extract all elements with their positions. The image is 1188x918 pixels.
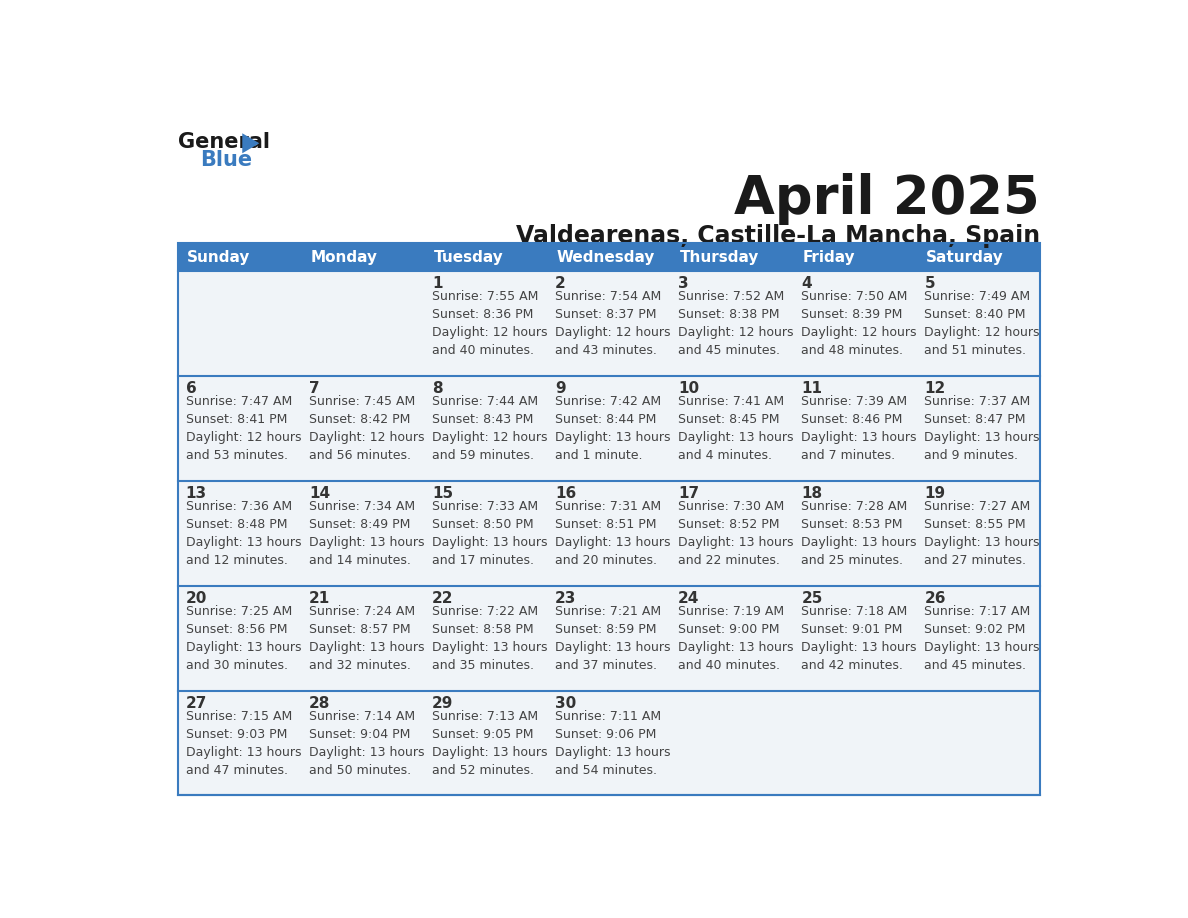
Text: 24: 24 — [678, 591, 700, 606]
Bar — [917, 243, 1040, 271]
Text: 5: 5 — [924, 276, 935, 292]
Text: 28: 28 — [309, 696, 330, 711]
Text: 14: 14 — [309, 487, 330, 501]
Text: Sunrise: 7:21 AM
Sunset: 8:59 PM
Daylight: 13 hours
and 37 minutes.: Sunrise: 7:21 AM Sunset: 8:59 PM Dayligh… — [555, 605, 670, 672]
Text: Sunrise: 7:54 AM
Sunset: 8:37 PM
Daylight: 12 hours
and 43 minutes.: Sunrise: 7:54 AM Sunset: 8:37 PM Dayligh… — [555, 290, 670, 357]
Text: Sunrise: 7:31 AM
Sunset: 8:51 PM
Daylight: 13 hours
and 20 minutes.: Sunrise: 7:31 AM Sunset: 8:51 PM Dayligh… — [555, 500, 670, 567]
Text: 13: 13 — [185, 487, 207, 501]
Text: 30: 30 — [555, 696, 576, 711]
Text: Sunrise: 7:34 AM
Sunset: 8:49 PM
Daylight: 13 hours
and 14 minutes.: Sunrise: 7:34 AM Sunset: 8:49 PM Dayligh… — [309, 500, 424, 567]
Text: 29: 29 — [432, 696, 454, 711]
Text: Sunrise: 7:25 AM
Sunset: 8:56 PM
Daylight: 13 hours
and 30 minutes.: Sunrise: 7:25 AM Sunset: 8:56 PM Dayligh… — [185, 605, 302, 672]
Text: Sunrise: 7:33 AM
Sunset: 8:50 PM
Daylight: 13 hours
and 17 minutes.: Sunrise: 7:33 AM Sunset: 8:50 PM Dayligh… — [432, 500, 548, 567]
Text: 23: 23 — [555, 591, 576, 606]
Text: 9: 9 — [555, 381, 565, 397]
Text: Sunrise: 7:17 AM
Sunset: 9:02 PM
Daylight: 13 hours
and 45 minutes.: Sunrise: 7:17 AM Sunset: 9:02 PM Dayligh… — [924, 605, 1040, 672]
Text: Sunrise: 7:13 AM
Sunset: 9:05 PM
Daylight: 13 hours
and 52 minutes.: Sunrise: 7:13 AM Sunset: 9:05 PM Dayligh… — [432, 710, 548, 777]
Text: 7: 7 — [309, 381, 320, 397]
Text: Sunrise: 7:36 AM
Sunset: 8:48 PM
Daylight: 13 hours
and 12 minutes.: Sunrise: 7:36 AM Sunset: 8:48 PM Dayligh… — [185, 500, 302, 567]
Text: 4: 4 — [801, 276, 811, 292]
Text: 11: 11 — [801, 381, 822, 397]
Bar — [178, 271, 1040, 376]
Text: Sunrise: 7:47 AM
Sunset: 8:41 PM
Daylight: 12 hours
and 53 minutes.: Sunrise: 7:47 AM Sunset: 8:41 PM Dayligh… — [185, 396, 302, 463]
Polygon shape — [242, 133, 259, 153]
Text: 21: 21 — [309, 591, 330, 606]
Text: 27: 27 — [185, 696, 207, 711]
Text: Sunrise: 7:52 AM
Sunset: 8:38 PM
Daylight: 12 hours
and 45 minutes.: Sunrise: 7:52 AM Sunset: 8:38 PM Dayligh… — [678, 290, 794, 357]
Text: Sunrise: 7:30 AM
Sunset: 8:52 PM
Daylight: 13 hours
and 22 minutes.: Sunrise: 7:30 AM Sunset: 8:52 PM Dayligh… — [678, 500, 794, 567]
Text: Sunrise: 7:24 AM
Sunset: 8:57 PM
Daylight: 13 hours
and 32 minutes.: Sunrise: 7:24 AM Sunset: 8:57 PM Dayligh… — [309, 605, 424, 672]
Text: 19: 19 — [924, 487, 946, 501]
Text: Sunrise: 7:11 AM
Sunset: 9:06 PM
Daylight: 13 hours
and 54 minutes.: Sunrise: 7:11 AM Sunset: 9:06 PM Dayligh… — [555, 710, 670, 777]
Bar — [301, 243, 424, 271]
Text: Sunrise: 7:37 AM
Sunset: 8:47 PM
Daylight: 13 hours
and 9 minutes.: Sunrise: 7:37 AM Sunset: 8:47 PM Dayligh… — [924, 396, 1040, 463]
Bar — [178, 586, 1040, 690]
Text: Sunrise: 7:42 AM
Sunset: 8:44 PM
Daylight: 13 hours
and 1 minute.: Sunrise: 7:42 AM Sunset: 8:44 PM Dayligh… — [555, 396, 670, 463]
Text: Monday: Monday — [310, 250, 378, 264]
Text: 3: 3 — [678, 276, 689, 292]
Text: Sunrise: 7:49 AM
Sunset: 8:40 PM
Daylight: 12 hours
and 51 minutes.: Sunrise: 7:49 AM Sunset: 8:40 PM Dayligh… — [924, 290, 1040, 357]
Text: Sunrise: 7:15 AM
Sunset: 9:03 PM
Daylight: 13 hours
and 47 minutes.: Sunrise: 7:15 AM Sunset: 9:03 PM Dayligh… — [185, 710, 302, 777]
Bar — [178, 690, 1040, 796]
Text: Sunday: Sunday — [188, 250, 251, 264]
Text: 25: 25 — [801, 591, 822, 606]
Bar — [548, 243, 670, 271]
Text: Sunrise: 7:44 AM
Sunset: 8:43 PM
Daylight: 12 hours
and 59 minutes.: Sunrise: 7:44 AM Sunset: 8:43 PM Dayligh… — [432, 396, 548, 463]
Text: 16: 16 — [555, 487, 576, 501]
Text: 18: 18 — [801, 487, 822, 501]
Text: Tuesday: Tuesday — [434, 250, 504, 264]
Text: 20: 20 — [185, 591, 207, 606]
Text: Friday: Friday — [803, 250, 855, 264]
Text: Sunrise: 7:45 AM
Sunset: 8:42 PM
Daylight: 12 hours
and 56 minutes.: Sunrise: 7:45 AM Sunset: 8:42 PM Dayligh… — [309, 396, 424, 463]
Text: 26: 26 — [924, 591, 946, 606]
Text: Sunrise: 7:28 AM
Sunset: 8:53 PM
Daylight: 13 hours
and 25 minutes.: Sunrise: 7:28 AM Sunset: 8:53 PM Dayligh… — [801, 500, 917, 567]
Text: 17: 17 — [678, 487, 700, 501]
Text: Sunrise: 7:14 AM
Sunset: 9:04 PM
Daylight: 13 hours
and 50 minutes.: Sunrise: 7:14 AM Sunset: 9:04 PM Dayligh… — [309, 710, 424, 777]
Bar — [178, 243, 1040, 796]
Text: 2: 2 — [555, 276, 565, 292]
Text: Sunrise: 7:39 AM
Sunset: 8:46 PM
Daylight: 13 hours
and 7 minutes.: Sunrise: 7:39 AM Sunset: 8:46 PM Dayligh… — [801, 396, 917, 463]
Text: Sunrise: 7:41 AM
Sunset: 8:45 PM
Daylight: 13 hours
and 4 minutes.: Sunrise: 7:41 AM Sunset: 8:45 PM Dayligh… — [678, 396, 794, 463]
Text: Sunrise: 7:27 AM
Sunset: 8:55 PM
Daylight: 13 hours
and 27 minutes.: Sunrise: 7:27 AM Sunset: 8:55 PM Dayligh… — [924, 500, 1040, 567]
Text: Sunrise: 7:19 AM
Sunset: 9:00 PM
Daylight: 13 hours
and 40 minutes.: Sunrise: 7:19 AM Sunset: 9:00 PM Dayligh… — [678, 605, 794, 672]
Bar — [794, 243, 917, 271]
Text: Sunrise: 7:22 AM
Sunset: 8:58 PM
Daylight: 13 hours
and 35 minutes.: Sunrise: 7:22 AM Sunset: 8:58 PM Dayligh… — [432, 605, 548, 672]
Text: Sunrise: 7:50 AM
Sunset: 8:39 PM
Daylight: 12 hours
and 48 minutes.: Sunrise: 7:50 AM Sunset: 8:39 PM Dayligh… — [801, 290, 917, 357]
Bar — [178, 243, 301, 271]
Text: Valdearenas, Castille-La Mancha, Spain: Valdearenas, Castille-La Mancha, Spain — [516, 224, 1040, 248]
Text: Sunrise: 7:18 AM
Sunset: 9:01 PM
Daylight: 13 hours
and 42 minutes.: Sunrise: 7:18 AM Sunset: 9:01 PM Dayligh… — [801, 605, 917, 672]
Text: Wednesday: Wednesday — [557, 250, 655, 264]
Text: 8: 8 — [432, 381, 443, 397]
Text: General: General — [178, 131, 270, 151]
Text: Thursday: Thursday — [680, 250, 759, 264]
Text: 12: 12 — [924, 381, 946, 397]
Text: Sunrise: 7:55 AM
Sunset: 8:36 PM
Daylight: 12 hours
and 40 minutes.: Sunrise: 7:55 AM Sunset: 8:36 PM Dayligh… — [432, 290, 548, 357]
Text: 15: 15 — [432, 487, 453, 501]
Bar — [178, 376, 1040, 481]
Text: Saturday: Saturday — [925, 250, 1004, 264]
Text: 6: 6 — [185, 381, 196, 397]
Bar — [424, 243, 548, 271]
Text: 22: 22 — [432, 591, 454, 606]
Text: April 2025: April 2025 — [734, 173, 1040, 225]
Text: Blue: Blue — [200, 151, 252, 170]
Text: 1: 1 — [432, 276, 442, 292]
Bar — [178, 481, 1040, 586]
Bar — [670, 243, 794, 271]
Text: 10: 10 — [678, 381, 700, 397]
